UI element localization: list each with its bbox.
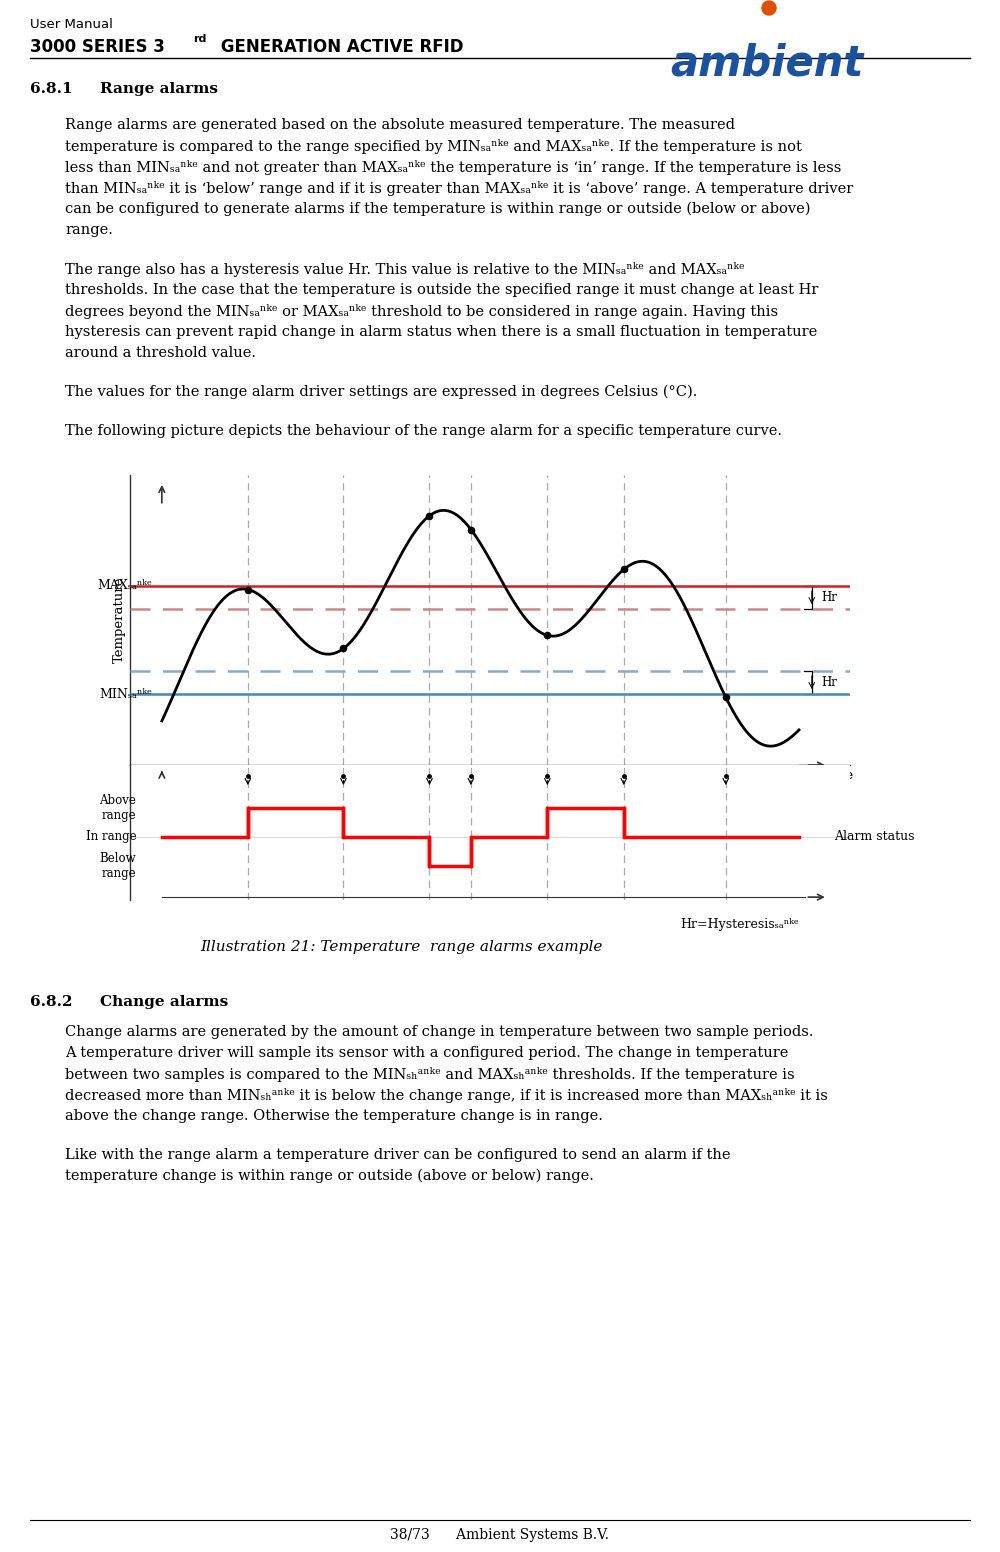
Text: temperature is compared to the range specified by MINₛₐⁿᵏᵉ and MAXₛₐⁿᵏᵉ. If the : temperature is compared to the range spe… [65,140,802,154]
Text: degrees beyond the MINₛₐⁿᵏᵉ or MAXₛₐⁿᵏᵉ threshold to be considered in range agai: degrees beyond the MINₛₐⁿᵏᵉ or MAXₛₐⁿᵏᵉ … [65,304,778,320]
Text: temperature change is within range or outside (above or below) range.: temperature change is within range or ou… [65,1169,594,1183]
Text: User Manual: User Manual [30,19,113,31]
Text: The following picture depicts the behaviour of the range alarm for a specific te: The following picture depicts the behavi… [65,424,782,438]
Text: A temperature driver will sample its sensor with a configured period. The change: A temperature driver will sample its sen… [65,1046,788,1060]
Text: ambient: ambient [670,42,863,84]
Text: Hr: Hr [821,677,837,689]
Text: MINₛₐⁿᵏᵉ: MINₛₐⁿᵏᵉ [99,688,152,702]
Text: MAXₛₐⁿᵏᵉ: MAXₛₐⁿᵏᵉ [97,579,152,593]
Text: rd: rd [193,34,206,43]
Text: The range also has a hysteresis value Hr. This value is relative to the MINₛₐⁿᵏᵉ: The range also has a hysteresis value Hr… [65,262,745,276]
Text: above the change range. Otherwise the temperature change is in range.: above the change range. Otherwise the te… [65,1110,603,1124]
Text: The values for the range alarm driver settings are expressed in degrees Celsius : The values for the range alarm driver se… [65,385,697,399]
Text: Illustration 21: Temperature  range alarms example: Illustration 21: Temperature range alarm… [200,941,602,954]
Text: Range alarms are generated based on the absolute measured temperature. The measu: Range alarms are generated based on the … [65,118,735,132]
Text: than MINₛₐⁿᵏᵉ it is ‘below’ range and if it is greater than MAXₛₐⁿᵏᵉ it is ‘abov: than MINₛₐⁿᵏᵉ it is ‘below’ range and if… [65,182,853,196]
Text: 38/73      Ambient Systems B.V.: 38/73 Ambient Systems B.V. [390,1529,610,1543]
Text: Change alarms are generated by the amount of change in temperature between two s: Change alarms are generated by the amoun… [65,1024,814,1038]
Text: 6.8.1: 6.8.1 [30,82,73,96]
Text: 3000 SERIES 3: 3000 SERIES 3 [30,37,165,56]
Text: Like with the range alarm a temperature driver can be configured to send an alar: Like with the range alarm a temperature … [65,1148,730,1162]
Text: Below
range: Below range [100,852,136,880]
Circle shape [762,2,776,16]
Text: between two samples is compared to the MINₛₕᵃⁿᵏᵉ and MAXₛₕᵃⁿᵏᵉ thresholds. If th: between two samples is compared to the M… [65,1068,795,1082]
Text: Above
range: Above range [99,795,136,823]
Text: Hr=Hysteresisₛₐⁿᵏᵉ: Hr=Hysteresisₛₐⁿᵏᵉ [680,917,799,931]
Text: thresholds. In the case that the temperature is outside the specified range it m: thresholds. In the case that the tempera… [65,282,818,296]
Text: Hr: Hr [821,591,837,604]
Text: less than MINₛₐⁿᵏᵉ and not greater than MAXₛₐⁿᵏᵉ the temperature is ‘in’ range. : less than MINₛₐⁿᵏᵉ and not greater than … [65,160,841,175]
Text: Change alarms: Change alarms [100,995,228,1009]
Text: hysteresis can prevent rapid change in alarm status when there is a small fluctu: hysteresis can prevent rapid change in a… [65,324,817,338]
Text: range.: range. [65,223,113,237]
Text: GENERATION ACTIVE RFID: GENERATION ACTIVE RFID [215,37,464,56]
Text: In range: In range [86,830,136,843]
Text: Alarm status: Alarm status [834,830,915,843]
Text: can be configured to generate alarms if the temperature is within range or outsi: can be configured to generate alarms if … [65,202,810,216]
Y-axis label: Temperature: Temperature [113,577,126,663]
Text: decreased more than MINₛₕᵃⁿᵏᵉ it is below the change range, if it is increased m: decreased more than MINₛₕᵃⁿᵏᵉ it is belo… [65,1088,828,1103]
Text: around a threshold value.: around a threshold value. [65,346,256,360]
Text: Range alarms: Range alarms [100,82,218,96]
Text: 6.8.2: 6.8.2 [30,995,72,1009]
Text: Time: Time [821,768,854,782]
